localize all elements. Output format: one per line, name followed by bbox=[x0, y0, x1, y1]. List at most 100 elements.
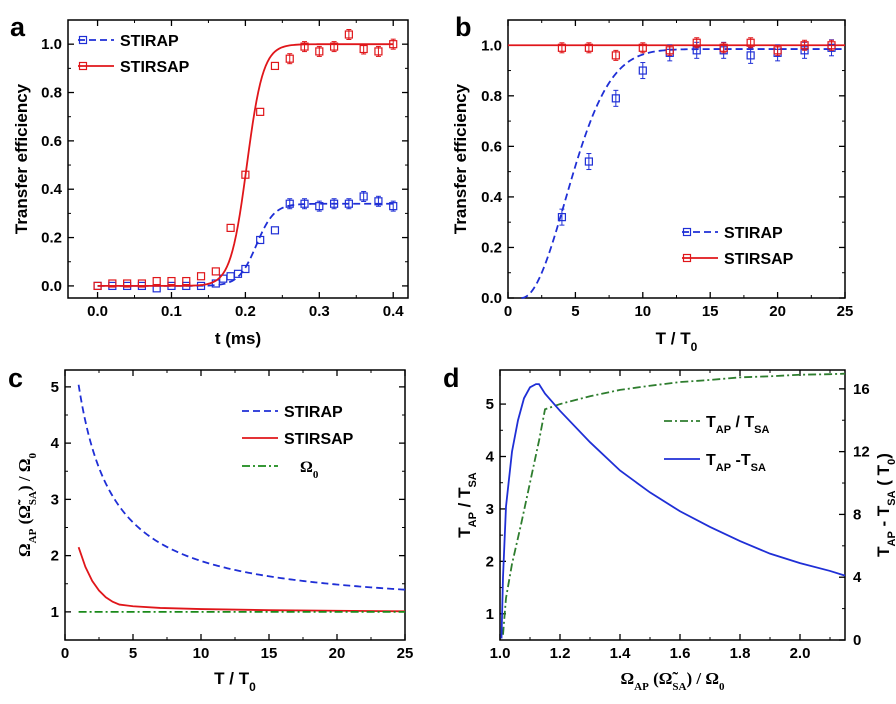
y-axis-label-left: TAP / TSA bbox=[455, 472, 479, 538]
data-point-stirap bbox=[315, 202, 324, 211]
x-tick-label: 1.0 bbox=[490, 645, 511, 662]
y-tick-label: 5 bbox=[486, 396, 494, 413]
x-tick-label: 5 bbox=[571, 303, 579, 320]
data-point-stirsap bbox=[692, 38, 701, 47]
x-tick-label: 5 bbox=[129, 645, 137, 662]
data-point-stirsap bbox=[719, 43, 728, 52]
data-point-stirap bbox=[359, 192, 368, 201]
legend-stirsap-label: STIRSAP bbox=[284, 431, 354, 448]
data-point-stirsap bbox=[344, 30, 353, 39]
x-tick-label: 0.0 bbox=[87, 303, 108, 320]
data-point-stirap bbox=[285, 199, 294, 208]
x-axis-label: T / T0 bbox=[214, 669, 256, 694]
y-tick-label: 0.8 bbox=[481, 88, 502, 105]
series-stirsap-line bbox=[77, 546, 406, 613]
plot-frame bbox=[507, 19, 846, 299]
x-tick-label: 10 bbox=[193, 645, 210, 662]
data-point-stirsap bbox=[665, 46, 674, 55]
series-stirsap-fit bbox=[97, 43, 394, 287]
y-tick-label: 4 bbox=[486, 449, 495, 466]
panel-label-b: b bbox=[455, 12, 472, 42]
x-tick-label: 10 bbox=[634, 303, 651, 320]
series-ratio-line bbox=[502, 372, 846, 635]
x-tick-label: 25 bbox=[837, 303, 854, 320]
data-point-stirap bbox=[233, 269, 243, 278]
panel-c: c 0 5 10 15 20 25 1 2 3 4 5 T / T0 ΩAP (Ω̃SA) / Ω0 STI… bbox=[8, 363, 413, 694]
data-point-stirsap bbox=[389, 40, 398, 49]
legend-stirap-label: STIRAP bbox=[284, 404, 343, 421]
x-tick-label: 0 bbox=[504, 303, 512, 320]
data-point-stirap bbox=[389, 202, 398, 211]
y-tick-label: 0.4 bbox=[41, 181, 63, 198]
data-point-stirap bbox=[241, 264, 250, 274]
x-tick-label: 1.2 bbox=[550, 645, 571, 662]
x-tick-label: 0.1 bbox=[161, 303, 182, 320]
y-axis-label: Transfer efficiency bbox=[451, 83, 470, 234]
x-tick-label: 15 bbox=[261, 645, 278, 662]
data-point-stirsap bbox=[196, 272, 206, 281]
legend-stirsap-marker bbox=[78, 61, 88, 71]
data-point-stirsap bbox=[746, 38, 755, 47]
data-point-stirsap bbox=[182, 276, 191, 286]
data-point-stirsap bbox=[300, 42, 309, 51]
y-tick-label: 1.0 bbox=[41, 36, 62, 53]
x-axis-label: t (ms) bbox=[215, 329, 261, 348]
data-point-stirsap bbox=[226, 223, 235, 232]
y2-tick-label: 0 bbox=[853, 632, 861, 649]
y2-tick-label: 16 bbox=[853, 381, 870, 398]
y-tick-label: 1 bbox=[486, 606, 494, 623]
legend-stirsap-marker bbox=[682, 253, 692, 263]
y-tick-label: 0.0 bbox=[481, 290, 502, 307]
x-tick-label: 0 bbox=[61, 645, 69, 662]
x-tick-label: 0.4 bbox=[383, 303, 405, 320]
y-tick-label: 5 bbox=[51, 379, 59, 396]
y-tick-label: 2 bbox=[51, 548, 59, 565]
data-point-stirsap bbox=[241, 170, 250, 179]
y-tick-label: 4 bbox=[51, 435, 60, 452]
data-point-stirsap bbox=[827, 41, 836, 50]
data-point-stirsap bbox=[256, 107, 265, 116]
data-point-stirsap bbox=[800, 41, 809, 50]
x-tick-label: 15 bbox=[702, 303, 719, 320]
data-point-stirsap bbox=[270, 61, 280, 71]
y-tick-label: 2 bbox=[486, 553, 494, 570]
y-axis-label: Transfer efficiency bbox=[12, 83, 31, 234]
y2-tick-label: 8 bbox=[853, 506, 861, 523]
data-point-stirsap bbox=[152, 276, 161, 286]
data-point-stirap bbox=[226, 272, 235, 281]
y-tick-label: 3 bbox=[486, 501, 494, 518]
series-difference-line bbox=[500, 383, 846, 639]
legend-stirap-label: STIRAP bbox=[120, 33, 179, 50]
panel-label-c: c bbox=[8, 363, 23, 393]
plot-frame bbox=[67, 19, 409, 299]
data-point-stirsap bbox=[638, 43, 647, 52]
x-axis-label: T / T0 bbox=[656, 329, 698, 354]
data-point-stirsap bbox=[123, 279, 132, 288]
y-tick-label: 1.0 bbox=[481, 37, 502, 54]
x-tick-label: 2.0 bbox=[790, 645, 811, 662]
x-tick-label: 1.6 bbox=[670, 645, 691, 662]
x-axis-label: ΩAP (Ω̃SA) / Ω0 bbox=[621, 669, 725, 693]
data-point-stirsap bbox=[315, 47, 324, 56]
y-tick-label: 1 bbox=[51, 604, 59, 621]
data-point-stirsap bbox=[137, 279, 147, 288]
y-tick-label: 0.6 bbox=[41, 133, 62, 150]
data-point-stirsap bbox=[167, 276, 176, 286]
data-point-stirsap bbox=[329, 42, 339, 51]
data-point-stirsap bbox=[611, 51, 620, 60]
plot-frame bbox=[499, 369, 846, 641]
legend-stirsap-label: STIRSAP bbox=[120, 59, 190, 76]
y-axis-label: ΩAP (Ω̃SA) / Ω0 bbox=[15, 453, 39, 557]
y-tick-label: 0.2 bbox=[481, 239, 502, 256]
data-point-stirsap bbox=[108, 279, 117, 288]
x-tick-label: 20 bbox=[769, 303, 786, 320]
x-tick-label: 0.2 bbox=[235, 303, 256, 320]
data-point-stirap bbox=[746, 51, 755, 60]
data-point-stirsap bbox=[285, 54, 294, 63]
panel-a: a 0.0 0.1 0.2 0.3 0.4 0.0 0.2 0.4 0.6 0.8 1.0 t (ms)… bbox=[10, 12, 409, 348]
data-point-stirap bbox=[256, 235, 265, 245]
legend-omega0-label: Ω0 bbox=[300, 459, 319, 481]
y2-tick-label: 4 bbox=[853, 569, 862, 586]
x-tick-label: 0.3 bbox=[309, 303, 330, 320]
